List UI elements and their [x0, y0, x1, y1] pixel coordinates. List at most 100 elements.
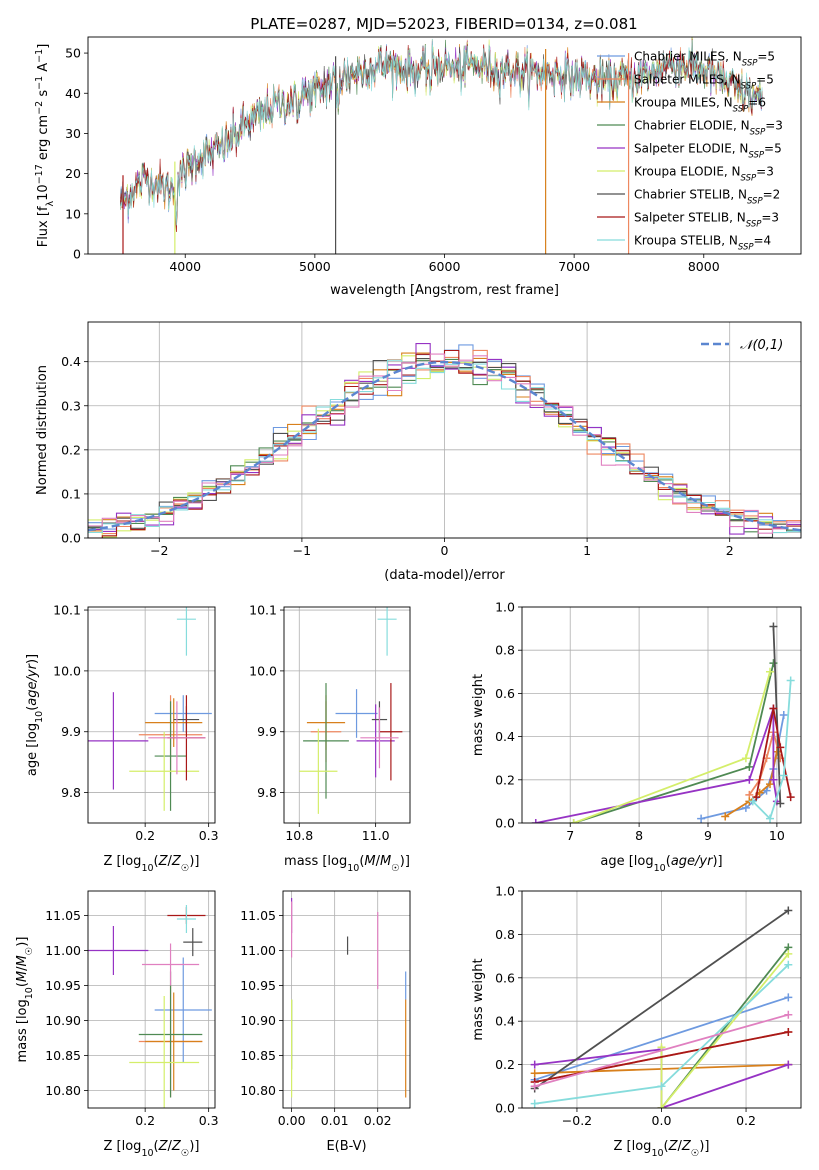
label-part: / [678, 1139, 683, 1154]
weight-vs-age-frame [521, 606, 802, 824]
weight-marker [784, 1060, 793, 1069]
label-part: )] [189, 1139, 199, 1154]
y-tick-label: 9.8 [257, 785, 277, 800]
legend-label-sub: SSP [741, 174, 757, 184]
label-part: M [380, 854, 391, 869]
normal-curve [88, 360, 801, 532]
legend-label-sub: SSP [748, 151, 764, 161]
legend-label-name: Chabrier MILES, N [634, 50, 742, 64]
y-axis-label: Normed distribution [35, 365, 50, 495]
x-axis-label: (data-model)/error [384, 568, 505, 583]
x-tick-label: 8000 [688, 259, 720, 274]
x-tick-label: 0 [441, 543, 449, 558]
label-part: Z [log [104, 854, 142, 869]
legend-label: 𝒩(0,1) [740, 338, 783, 353]
y-tick-label: 0.4 [495, 729, 515, 744]
label-part: ( [15, 982, 30, 987]
y-tick-label: 11.00 [45, 943, 81, 958]
x-axis-label: Z [log10(Z/Z☉)] [104, 854, 200, 874]
legend-label: Salpeter ELODIE, NSSP=5 [634, 142, 782, 161]
weight-line-9 [534, 1013, 789, 1088]
label-part: )] [189, 854, 199, 869]
y-tick-label: 20 [65, 166, 81, 181]
label-part: Z [log [614, 1139, 652, 1154]
x-tick-label: 1 [583, 543, 591, 558]
legend-label-name: Kroupa MILES, N [634, 96, 733, 110]
weight-marker [766, 780, 774, 789]
label-part: ☉ [24, 947, 35, 956]
label-part: age [log [25, 723, 40, 776]
label-part: )] [25, 654, 40, 664]
label-part: / [376, 854, 381, 869]
label-part: ( [664, 1139, 669, 1154]
legend-label-name: Salpeter STELIB, N [634, 211, 746, 225]
mass-vs-Z-plot-area [88, 905, 212, 1108]
y-tick-label: 10.95 [240, 978, 276, 993]
label-part: 10 [36, 184, 51, 201]
age-vs-Z-frame [87, 606, 216, 824]
label-part: age/yr [25, 662, 40, 705]
legend-label: Chabrier STELIB, NSSP=2 [634, 188, 780, 207]
weight-marker [752, 793, 761, 802]
label-part: / [168, 1139, 173, 1154]
weight-marker [766, 814, 774, 823]
legend-label-value: =3 [756, 165, 774, 179]
weight-vs-Z-axes: −0.2 0.0 0.20.00.20.40.60.81.0Z [log10(Z/Z… [471, 884, 802, 1159]
label-part: age/yr [671, 854, 714, 869]
x-axis-label: age [log10(age/yr)] [600, 854, 722, 874]
x-tick-label: 7000 [558, 259, 590, 274]
weight-marker [741, 754, 750, 763]
x-tick-label: 9 [704, 828, 712, 843]
y-tick-label: 40 [65, 86, 81, 101]
histogram-step-8 [88, 359, 801, 534]
weight-marker [530, 1060, 539, 1069]
age-vs-Z-plot-area [88, 607, 212, 811]
spectrum-plot-area [120, 37, 763, 254]
x-tick-label: 7 [566, 828, 574, 843]
label-part: ☉ [181, 863, 190, 874]
y-tick-label: 0 [73, 247, 81, 262]
weight-marker [741, 803, 750, 812]
label-part: 10 [34, 711, 45, 723]
label-part: 10 [141, 1148, 153, 1159]
weight-line-6 [534, 909, 789, 1090]
weight-marker [766, 667, 774, 676]
label-part: ( [154, 1139, 159, 1154]
weight-marker [530, 1099, 539, 1108]
legend-label-value: =5 [757, 50, 775, 64]
label-part: 10 [347, 863, 359, 874]
label-part: Z [171, 1139, 182, 1154]
spectrum-line-8 [120, 38, 763, 226]
legend-label-name: Chabrier STELIB, N [634, 188, 747, 202]
label-part: Flux [f [36, 206, 51, 247]
x-tick-label: 0.3 [199, 1113, 219, 1128]
weight-marker [530, 1082, 539, 1091]
y-tick-label: 0.0 [495, 1101, 515, 1116]
weight-line-6 [772, 626, 782, 804]
label-part: )] [15, 937, 30, 947]
label-part: M [15, 971, 30, 982]
label-part: Z [171, 854, 182, 869]
legend-label-name: Kroupa ELODIE, N [634, 165, 741, 179]
label-part: 10 [141, 863, 153, 874]
label-part: Z [log [104, 1139, 142, 1154]
y-axis-label: mass weight [471, 958, 486, 1040]
weight-marker [697, 814, 706, 823]
weight-line-8 [752, 680, 792, 821]
y-tick-label: 11.05 [240, 908, 276, 923]
y-tick-label: 50 [65, 46, 81, 61]
x-axis-label: mass [log10(M/M☉)] [284, 854, 410, 874]
x-tick-label: 2 [726, 543, 734, 558]
y-tick-label: 1.0 [495, 600, 515, 615]
y-tick-label: 30 [65, 126, 81, 141]
legend-label-value: =4 [754, 234, 772, 248]
y-tick-label: 0.2 [61, 442, 81, 457]
y-tick-label: 11.00 [240, 943, 276, 958]
y-tick-label: 10.1 [249, 603, 277, 618]
label-part: A [36, 63, 51, 76]
y-axis-label: mass [log10(M/M☉)] [15, 937, 35, 1063]
y-tick-label: 0.4 [495, 1014, 515, 1029]
